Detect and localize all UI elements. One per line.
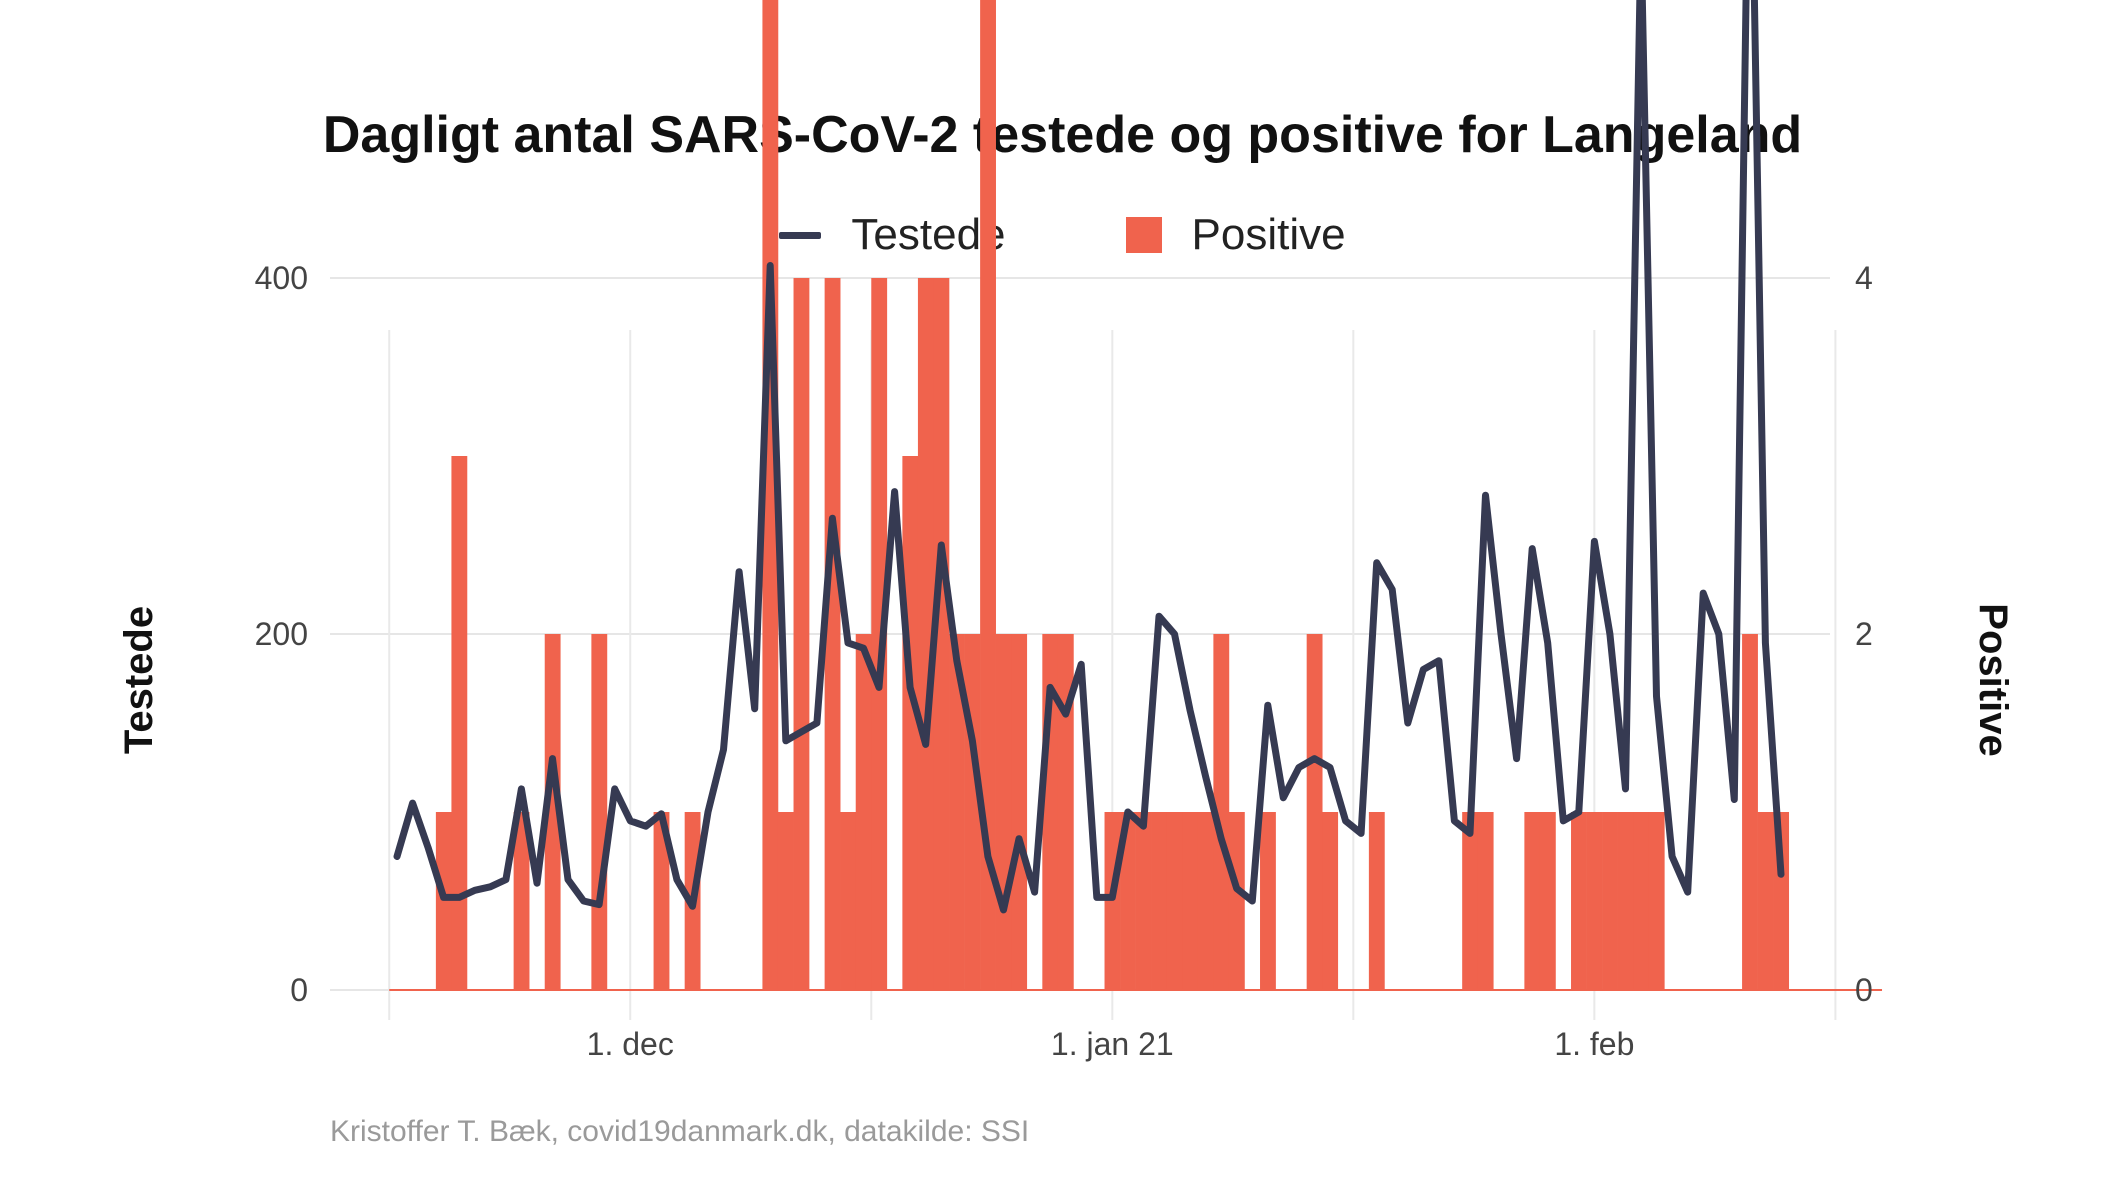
positive-bar <box>1011 634 1028 990</box>
legend-line-swatch <box>779 231 822 239</box>
positive-bar <box>871 278 888 990</box>
positive-bar <box>513 812 530 990</box>
positive-bar <box>902 456 919 990</box>
legend: Testede Positive <box>0 210 2125 260</box>
positive-bar <box>793 278 810 990</box>
positive-bar <box>1742 634 1758 990</box>
chart-title: Dagligt antal SARS-CoV-2 testede og posi… <box>322 106 1803 164</box>
positive-bar <box>1104 812 1121 990</box>
x-tick-label: 1. dec <box>587 1026 674 1062</box>
positive-bar <box>840 812 857 990</box>
positive-bar <box>995 634 1012 990</box>
positive-bar <box>1135 812 1152 990</box>
positive-bar <box>591 634 608 990</box>
positive-bar <box>980 0 996 990</box>
legend-item-testede: Testede <box>779 210 1006 260</box>
positive-bar <box>777 812 794 990</box>
positive-bar <box>451 456 468 990</box>
positive-bar <box>1322 812 1339 990</box>
positive-bar <box>1586 812 1603 990</box>
testede-series-line <box>393 0 1785 914</box>
positive-bar <box>917 278 934 990</box>
positive-bar <box>1306 634 1323 990</box>
positive-bar <box>949 634 965 990</box>
y-left-tick-label: 0 <box>290 972 308 1008</box>
positive-bar <box>1228 812 1245 990</box>
legend-label-testede: Testede <box>851 210 1006 259</box>
positive-bar <box>1617 812 1634 990</box>
y-right-tick-label: 0 <box>1855 972 1873 1008</box>
positive-bar <box>855 634 872 990</box>
positive-bar <box>1571 812 1587 990</box>
testede-line <box>393 0 1785 914</box>
positive-bar <box>1120 812 1136 990</box>
positive-bar <box>1197 812 1214 990</box>
x-tick-label: 1. jan 21 <box>1051 1026 1174 1062</box>
positive-bar <box>1462 812 1479 990</box>
positive-bar <box>1260 812 1276 990</box>
positive-bar <box>1182 812 1199 990</box>
positive-bar <box>762 0 779 990</box>
positive-bar <box>1602 812 1618 990</box>
positive-bar <box>1368 812 1385 990</box>
positive-bar <box>1213 634 1230 990</box>
legend-bar-swatch <box>1125 217 1162 253</box>
y-left-tick-label: 400 <box>255 260 308 296</box>
legend-item-positive: Positive <box>1125 210 1346 260</box>
caption: Kristoffer T. Bæk, covid19danmark.dk, da… <box>330 1115 1030 1148</box>
positive-bar <box>964 634 981 990</box>
x-tick-label: 1. feb <box>1554 1026 1634 1062</box>
positive-bars <box>435 0 1790 990</box>
positive-bar <box>1633 812 1650 990</box>
y-right-tick-label: 2 <box>1855 616 1873 652</box>
positive-bar <box>1477 812 1494 990</box>
legend-label-positive: Positive <box>1191 210 1346 259</box>
positive-bar <box>544 634 561 990</box>
positive-bar <box>1057 634 1074 990</box>
positive-bar <box>933 278 950 990</box>
positive-bar <box>1151 812 1168 990</box>
positive-bar <box>1757 812 1774 990</box>
positive-bar <box>653 812 670 990</box>
positive-bar <box>824 278 841 990</box>
positive-bar <box>435 812 452 990</box>
positive-bar <box>1648 812 1665 990</box>
y-left-title: Testede <box>117 606 161 754</box>
y-right-title: Positive <box>1971 603 2015 756</box>
positive-bar <box>1524 812 1541 990</box>
y-left-tick-label: 200 <box>255 616 308 652</box>
positive-bar <box>1539 812 1556 990</box>
y-right-tick-label: 4 <box>1855 260 1873 296</box>
positive-bar <box>1166 812 1183 990</box>
